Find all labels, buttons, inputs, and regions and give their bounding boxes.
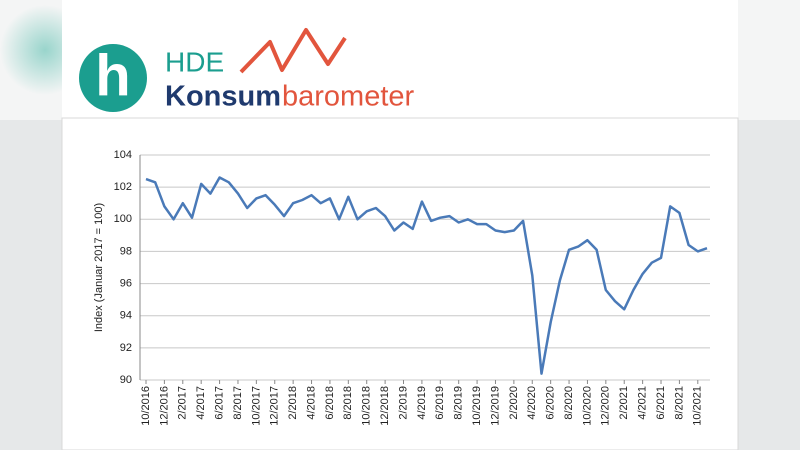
logo-mark: h (95, 43, 130, 108)
x-tick-label: 12/2020 (600, 386, 612, 426)
logo-name-1: Konsum (165, 81, 281, 113)
y-tick-label: 98 (120, 245, 132, 257)
x-tick-label: 2/2019 (397, 386, 409, 420)
x-tick-label: 2/2021 (618, 386, 630, 420)
y-tick-label: 96 (120, 277, 132, 289)
logo-name-2: barometer (282, 81, 415, 113)
x-tick-label: 4/2021 (637, 386, 649, 420)
x-tick-label: 6/2021 (655, 386, 667, 420)
y-axis-label: Index (Januar 2017 = 100) (93, 203, 105, 332)
x-tick-label: 4/2017 (195, 386, 207, 420)
x-tick-label: 10/2019 (471, 386, 483, 426)
x-tick-label: 10/2021 (692, 386, 704, 426)
x-tick-label: 4/2020 (526, 386, 538, 420)
x-tick-label: 8/2018 (342, 386, 354, 420)
x-tick-label: 2/2018 (287, 386, 299, 420)
x-tick-label: 8/2021 (673, 386, 685, 420)
x-tick-label: 8/2020 (563, 386, 575, 420)
logo-brand: HDE (165, 46, 224, 77)
x-tick-label: 8/2019 (453, 386, 465, 420)
x-tick-label: 6/2020 (545, 386, 557, 420)
x-tick-label: 8/2017 (232, 386, 244, 420)
y-tick-label: 92 (120, 342, 132, 354)
x-tick-label: 10/2018 (361, 386, 373, 426)
x-tick-label: 6/2017 (213, 386, 225, 420)
y-tick-label: 94 (120, 310, 132, 322)
x-tick-label: 6/2018 (324, 386, 336, 420)
x-tick-label: 6/2019 (434, 386, 446, 420)
series-line (145, 176, 708, 375)
x-tick-label: 2/2017 (177, 386, 189, 420)
x-tick-label: 4/2019 (416, 386, 428, 420)
x-tick-label: 12/2017 (269, 386, 281, 426)
x-tick-label: 10/2016 (140, 386, 152, 426)
x-tick-label: 12/2018 (379, 386, 391, 426)
y-tick-label: 100 (114, 213, 132, 225)
x-tick-label: 10/2020 (581, 386, 593, 426)
y-tick-label: 90 (120, 374, 132, 386)
x-tick-label: 12/2016 (158, 386, 170, 426)
logo-zigzag (239, 28, 347, 74)
x-tick-label: 4/2018 (305, 386, 317, 420)
chart: 90 92 94 96 98 100 102 104 Index (Januar 2017 = … (93, 149, 710, 426)
y-tick-label: 102 (114, 181, 132, 193)
x-tick-label: 10/2017 (250, 386, 262, 426)
logo-circle (79, 44, 147, 112)
x-tick-label: 2/2020 (508, 386, 520, 420)
x-tick-label: 12/2019 (489, 386, 501, 426)
y-tick-label: 104 (114, 149, 132, 161)
